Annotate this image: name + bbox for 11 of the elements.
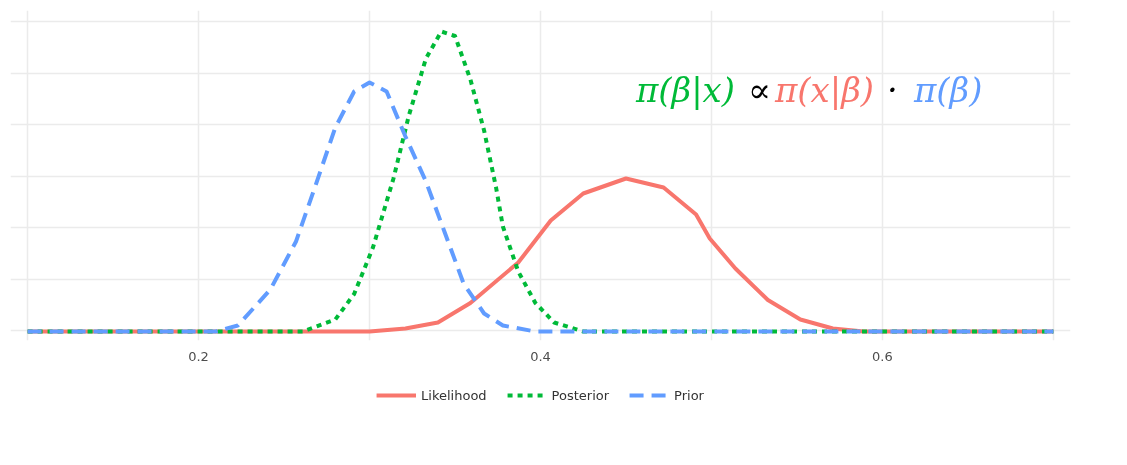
legend-label: Prior <box>674 387 704 403</box>
annotation: π(β) <box>912 69 983 110</box>
annotation: ∝ <box>747 69 771 110</box>
legend-label: Posterior <box>551 387 610 403</box>
annotation: π(β|x) <box>634 69 736 110</box>
annotation: π(x|β) <box>773 69 875 110</box>
legend-label: Likelihood <box>421 387 487 403</box>
x-tick-label: 0.4 <box>530 348 551 364</box>
annotation: · <box>886 69 898 110</box>
x-tick-label: 0.2 <box>188 348 209 364</box>
x-tick-label: 0.6 <box>872 348 893 364</box>
